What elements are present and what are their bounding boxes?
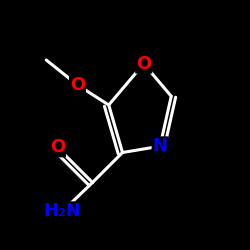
Text: H₂N: H₂N bbox=[44, 202, 82, 220]
Text: O: O bbox=[70, 76, 85, 94]
Text: N: N bbox=[152, 137, 168, 155]
Text: O: O bbox=[50, 138, 65, 156]
Text: O: O bbox=[136, 55, 152, 73]
